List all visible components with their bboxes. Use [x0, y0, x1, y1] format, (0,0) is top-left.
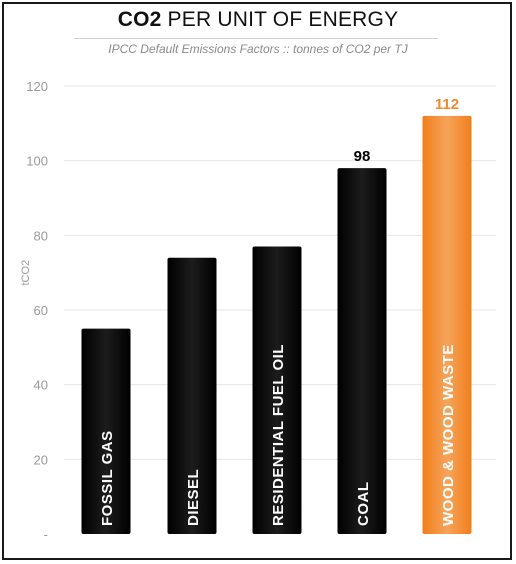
chart-title-bold: CO2	[117, 8, 162, 31]
data-label: 98	[354, 148, 371, 165]
y-tick-label: 80	[34, 228, 48, 243]
category-label: FOSSIL GAS	[99, 430, 116, 526]
y-tick-label: 20	[34, 452, 48, 467]
y-tick-label: 120	[26, 79, 48, 94]
y-tick-label: -	[44, 527, 48, 542]
bar	[422, 115, 472, 534]
bar	[252, 246, 302, 535]
category-label: WOOD & WOOD WASTE	[440, 344, 457, 526]
bar-labels: FOSSIL GAS DIESEL RESIDENTIAL FUEL OIL COAL…	[99, 96, 459, 526]
y-tick-label: 60	[34, 303, 48, 318]
y-axis-label: tCO2	[20, 260, 32, 286]
y-tick-label: 100	[26, 154, 48, 169]
category-label: COAL	[355, 482, 372, 527]
bar	[167, 257, 217, 534]
category-label: DIESEL	[185, 469, 202, 526]
bar	[81, 328, 131, 534]
y-tick-label: 40	[34, 378, 48, 393]
bars	[81, 115, 472, 535]
chart-title: CO2 PER UNIT OF ENERGY	[0, 8, 516, 32]
chart-title-rest: PER UNIT OF ENERGY	[161, 8, 399, 31]
y-axis: - 20 40 60 80 100 120	[26, 79, 48, 542]
title-divider	[74, 38, 438, 39]
data-label: 112	[435, 96, 459, 113]
category-label: RESIDENTIAL FUEL OIL	[270, 344, 287, 526]
bar	[337, 168, 387, 534]
chart-subtitle: IPCC Default Emissions Factors :: tonnes…	[108, 42, 408, 56]
